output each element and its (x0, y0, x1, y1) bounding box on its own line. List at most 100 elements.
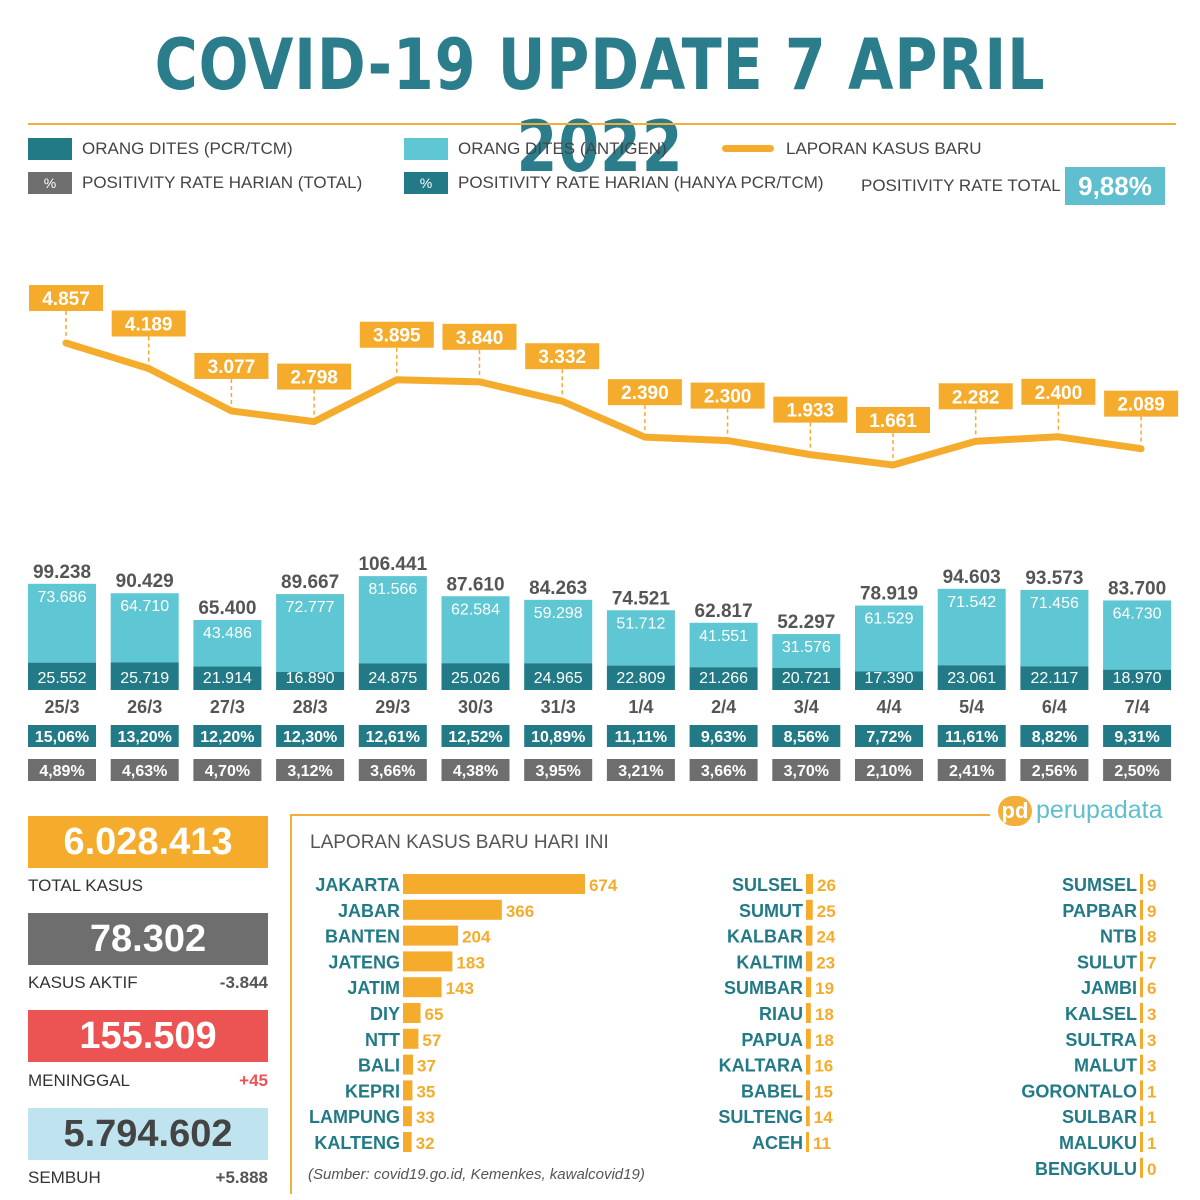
bar-antigen-label: 31.576 (782, 639, 831, 656)
bar-total-label: 93.573 (1025, 568, 1083, 589)
province-value: 19 (815, 979, 834, 998)
province-name: JABAR (338, 901, 400, 921)
bar-pcr-label: 17.390 (865, 670, 914, 687)
province-bar (806, 1132, 809, 1152)
callout-label: 1.661 (869, 411, 917, 432)
bar-pcr-label: 16.890 (286, 670, 335, 687)
legend-line-cases (722, 145, 774, 152)
pos-total-label: 3,95% (536, 763, 581, 780)
province-value: 15 (814, 1082, 833, 1101)
logo-mark: pd (998, 796, 1032, 827)
province-name: JATENG (328, 952, 400, 972)
province-value: 366 (506, 902, 534, 921)
stat-total-value: 6.028.413 (28, 816, 268, 868)
bar-pcr-label: 24.965 (534, 670, 583, 687)
legend-swatch-pcr (28, 138, 72, 160)
pos-pcr-box (772, 725, 841, 747)
bar-antigen-label: 61.529 (865, 611, 914, 628)
pos-pcr-label: 12,30% (283, 729, 337, 746)
province-value: 9 (1147, 876, 1156, 895)
pos-total-label: 4,89% (39, 763, 84, 780)
province-value: 674 (589, 876, 618, 895)
province-name: GORONTALO (1021, 1081, 1137, 1101)
callout-box (277, 363, 352, 390)
pos-total-label: 4,38% (453, 763, 498, 780)
province-bar (403, 951, 453, 972)
pos-pcr-box (358, 725, 427, 747)
callout-box (1021, 378, 1096, 405)
pos-total-box (937, 759, 1006, 781)
bar-antigen-label: 43.486 (203, 625, 252, 642)
pos-pcr-label: 13,20% (118, 729, 172, 746)
bar-antigen (606, 610, 675, 666)
bar-total-label: 84.263 (529, 578, 587, 599)
bar-pcr (855, 671, 923, 690)
province-bar (1140, 1132, 1143, 1152)
bar-antigen (937, 588, 1006, 666)
pos-pcr-label: 11,11% (615, 729, 668, 746)
x-tick-label: 28/3 (293, 697, 328, 717)
province-bar (403, 1028, 419, 1049)
province-bar (806, 1054, 811, 1075)
province-name: KALTARA (719, 1056, 803, 1076)
pos-pcr-box (441, 725, 510, 747)
legend-label-pcr: ORANG DITES (PCR/TCM) (82, 139, 293, 158)
province-name: DIY (370, 1004, 400, 1024)
bar-pcr (1103, 669, 1172, 690)
province-value: 18 (815, 1031, 834, 1050)
pos-total-label: 3,66% (370, 763, 415, 780)
legend-swatch-pos-total: % (28, 172, 72, 194)
bar-antigen-label: 51.712 (616, 615, 665, 632)
province-value: 1 (1147, 1082, 1156, 1101)
province-name: JAMBI (1081, 978, 1137, 998)
bar-antigen (1020, 589, 1089, 667)
province-name: SULTENG (718, 1107, 803, 1127)
province-bar (1140, 977, 1143, 998)
province-value: 33 (416, 1108, 435, 1127)
pos-total-label: 3,12% (287, 763, 332, 780)
pos-total-label: 4,70% (205, 763, 250, 780)
x-tick-label: 27/3 (210, 697, 245, 717)
pos-pcr-box (110, 725, 179, 747)
pos-pcr-label: 12,61% (366, 729, 420, 746)
province-bar (1140, 1157, 1143, 1178)
bar-antigen-label: 71.542 (947, 594, 996, 611)
province-value: 35 (416, 1082, 435, 1101)
province-value: 3 (1147, 1005, 1156, 1024)
callout-box (111, 310, 186, 337)
province-value: 23 (816, 953, 835, 972)
bar-pcr-label: 23.061 (947, 670, 996, 687)
bar-pcr-label: 18.970 (1113, 670, 1162, 687)
province-bar (403, 1054, 413, 1075)
legend-swatch-pos-pcr: % (404, 172, 448, 194)
x-tick-label: 25/3 (44, 697, 79, 717)
bar-total-label: 78.919 (860, 584, 918, 605)
province-bar (403, 1003, 421, 1023)
province-name: NTB (1100, 927, 1137, 947)
pos-total-box (193, 759, 262, 781)
pos-total-box (689, 759, 758, 781)
pos-total-box (1020, 759, 1089, 781)
province-name: BALI (358, 1056, 400, 1076)
stat-sembuh-delta: +5.888 (215, 1168, 268, 1187)
province-name: JAKARTA (315, 875, 400, 895)
pos-total-label: 3,21% (618, 763, 663, 780)
callout-box (773, 396, 848, 423)
x-tick-label: 6/4 (1042, 697, 1067, 717)
main-chart: 73.686 25.552 99.238 25/3 15,06% 4,89% 4.857 64… (28, 285, 1179, 781)
province-value: 0 (1147, 1160, 1156, 1179)
province-name: SULUT (1077, 952, 1137, 972)
province-bar (1140, 899, 1143, 920)
province-value: 32 (416, 1134, 435, 1153)
province-name: SULSEL (732, 875, 803, 895)
callout-label: 2.390 (621, 383, 669, 404)
bar-antigen-label: 59.298 (534, 605, 583, 622)
province-name: SUMBAR (724, 978, 803, 998)
bar-pcr (937, 665, 1006, 690)
province-name: RIAU (759, 1004, 803, 1024)
province-name: SUMSEL (1062, 875, 1137, 895)
bar-antigen-label: 71.456 (1030, 595, 1079, 612)
bar-antigen (358, 576, 427, 664)
province-value: 25 (817, 902, 836, 921)
callout-box (29, 285, 103, 311)
